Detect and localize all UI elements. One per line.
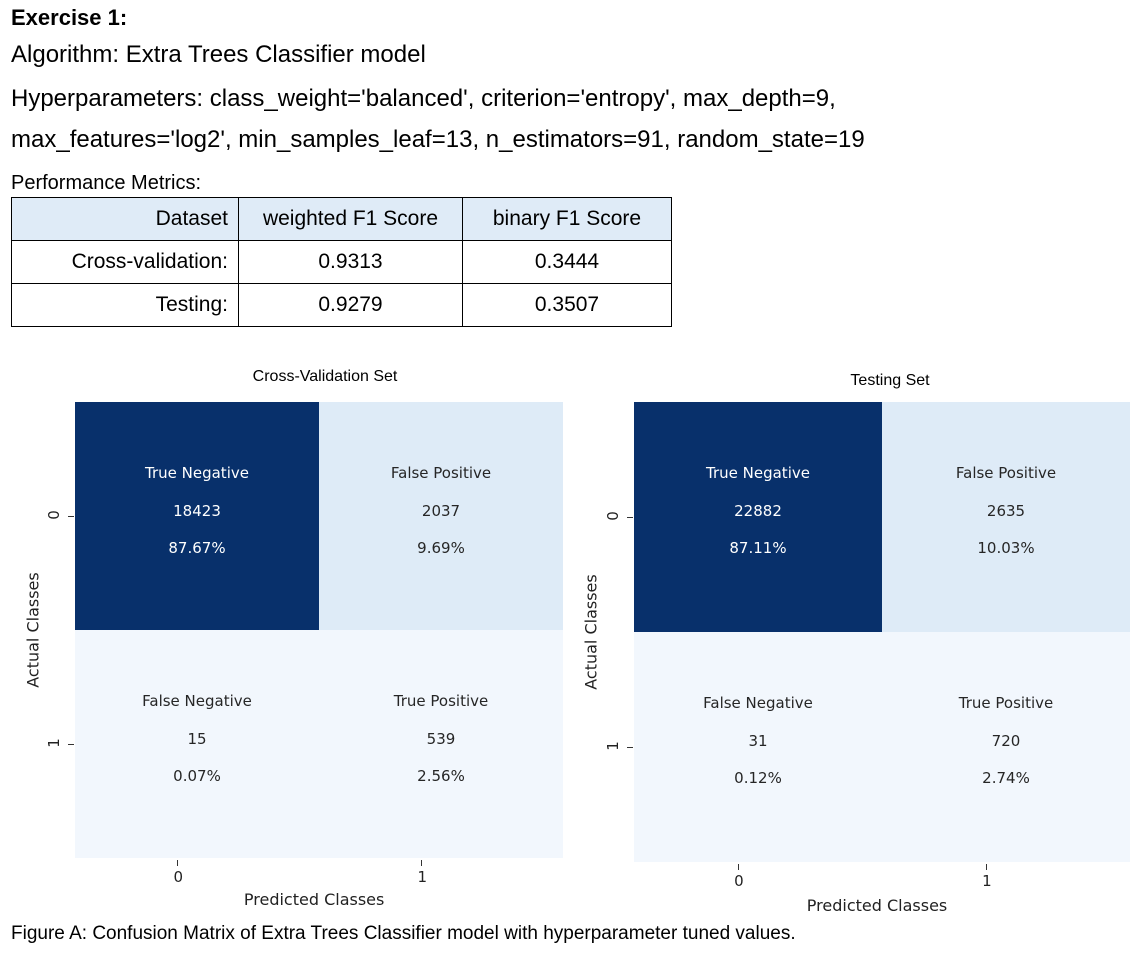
cell-label: True Negative [145, 463, 249, 482]
cell-percent: 2.56% [417, 766, 465, 785]
chart-title: Cross-Validation Set [252, 368, 398, 385]
row-label: Cross-validation: [11, 240, 239, 284]
cell-percent: 2.74% [982, 769, 1030, 788]
weighted-f1-value: 0.9279 [238, 283, 463, 327]
algorithm-line: Algorithm: Extra Trees Classifier model [11, 41, 426, 68]
binary-f1-value: 0.3507 [462, 283, 672, 327]
x-tick-mark [421, 860, 423, 866]
cell-count: 18423 [173, 501, 221, 520]
cell-percent: 87.67% [168, 538, 226, 557]
cell-percent: 0.12% [734, 769, 782, 788]
figure-caption: Figure A: Confusion Matrix of Extra Tree… [11, 923, 796, 944]
cell-count: 15 [187, 729, 207, 748]
header-dataset: Dataset [11, 197, 239, 241]
cell-label: True Positive [393, 691, 489, 710]
y-tick-label: 1 [44, 738, 63, 748]
cell-label: False Negative [703, 694, 813, 713]
x-axis-label: Predicted Classes [243, 890, 385, 909]
x-tick-mark [986, 864, 988, 870]
x-axis-label: Predicted Classes [806, 896, 948, 915]
x-tick-mark [177, 860, 179, 866]
cell-count: 720 [991, 732, 1021, 751]
matrix-cell-false-positive: False Positive 2635 10.03% [882, 402, 1130, 632]
y-axis-label: Actual Classes [581, 574, 601, 690]
performance-metrics-label: Performance Metrics: [11, 172, 202, 194]
cell-percent: 87.11% [729, 539, 787, 558]
chart-title: Testing Set [850, 372, 930, 389]
y-tick-mark [68, 744, 74, 745]
metrics-row-testing: Testing: 0.9279 0.3507 [11, 283, 672, 327]
cell-percent: 10.03% [977, 539, 1035, 558]
y-tick-label: 0 [44, 510, 63, 520]
y-tick-label: 1 [603, 741, 622, 751]
cell-percent: 0.07% [173, 766, 221, 785]
x-tick-label: 1 [417, 868, 428, 886]
header-weighted-f1: weighted F1 Score [238, 197, 463, 241]
matrix-cell-false-positive: False Positive 2037 9.69% [319, 402, 563, 630]
confusion-matrix-cross-validation: Cross-Validation Set True Negative 18423 87… [0, 360, 575, 920]
cell-label: False Negative [142, 691, 252, 710]
weighted-f1-value: 0.9313 [238, 240, 463, 284]
y-tick-mark [68, 516, 74, 517]
y-tick-mark [627, 747, 633, 748]
confusion-matrix-testing: Testing Set True Negative 22882 87.11% False… [575, 360, 1145, 920]
hyperparameters-line-1: Hyperparameters: class_weight='balanced'… [11, 85, 836, 112]
y-tick-mark [627, 517, 633, 518]
cell-percent: 9.69% [417, 538, 465, 557]
matrix-cell-true-negative: True Negative 18423 87.67% [75, 402, 319, 630]
cell-count: 31 [748, 732, 768, 751]
x-tick-mark [738, 864, 740, 870]
hyperparameters-line-2: max_features='log2', min_samples_leaf=13… [11, 126, 865, 153]
cell-count: 22882 [734, 502, 782, 521]
metrics-row-cross-validation: Cross-validation: 0.9313 0.3444 [11, 240, 672, 284]
header-binary-f1: binary F1 Score [462, 197, 672, 241]
matrix-cell-true-negative: True Negative 22882 87.11% [634, 402, 882, 632]
x-tick-label: 1 [982, 872, 992, 890]
matrix-cell-true-positive: True Positive 720 2.74% [882, 632, 1130, 862]
y-tick-label: 0 [603, 511, 622, 521]
metrics-table: Dataset weighted F1 Score binary F1 Scor… [11, 197, 672, 327]
row-label: Testing: [11, 283, 239, 327]
cell-label: False Positive [955, 464, 1057, 483]
binary-f1-value: 0.3444 [462, 240, 672, 284]
cell-count: 2635 [986, 502, 1026, 521]
cell-count: 2037 [421, 501, 461, 520]
metrics-header-row: Dataset weighted F1 Score binary F1 Scor… [11, 197, 672, 241]
matrix-cell-false-negative: False Negative 31 0.12% [634, 632, 882, 862]
cell-label: True Negative [706, 464, 810, 483]
y-axis-label: Actual Classes [23, 572, 43, 688]
cell-label: True Positive [958, 694, 1054, 713]
cell-label: False Positive [390, 463, 492, 482]
matrix-cell-false-negative: False Negative 15 0.07% [75, 630, 319, 858]
x-tick-label: 0 [734, 872, 744, 890]
matrix-cell-true-positive: True Positive 539 2.56% [319, 630, 563, 858]
exercise-title: Exercise 1: [11, 5, 128, 30]
x-tick-label: 0 [173, 868, 184, 886]
cell-count: 539 [426, 729, 456, 748]
